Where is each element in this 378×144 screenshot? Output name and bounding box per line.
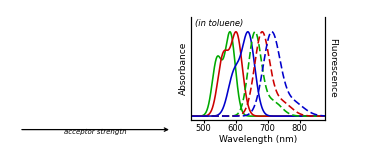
Text: acceptor strength: acceptor strength (64, 129, 127, 135)
X-axis label: Wavelength (nm): Wavelength (nm) (219, 135, 297, 144)
Text: (in toluene): (in toluene) (195, 19, 243, 28)
Y-axis label: Absorbance: Absorbance (179, 41, 188, 95)
Y-axis label: Fluorescence: Fluorescence (328, 38, 338, 98)
